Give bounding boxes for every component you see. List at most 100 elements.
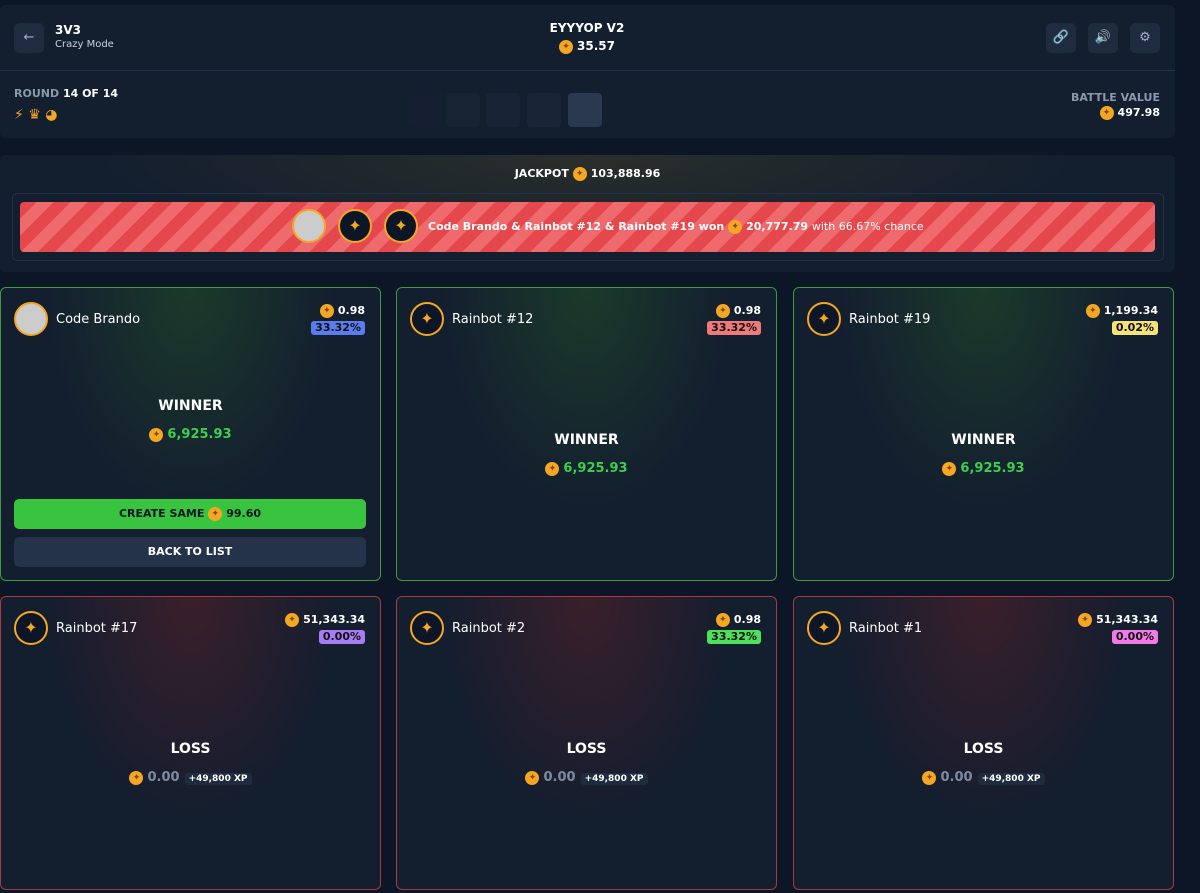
jackpot: JACKPOT 103,888.96	[0, 167, 1175, 181]
winner-banner: ✦ ✦ Code Brando & Rainbot #12 & Rainbot …	[20, 202, 1155, 252]
payout: 6,925.93	[1, 427, 380, 442]
round-value: 14 OF 14	[62, 87, 119, 100]
player-value: 1,199.34	[1085, 304, 1158, 318]
player-value: 51,343.34	[1078, 613, 1158, 627]
chance-badge: 0.02%	[1111, 321, 1158, 335]
round: ROUND 14 OF 14	[14, 87, 118, 100]
case	[446, 93, 480, 127]
coin	[149, 427, 164, 442]
coin	[715, 613, 730, 627]
mode-icons: ⚡ ♛ ◕	[14, 107, 58, 123]
create-same-value: 99.60	[226, 507, 262, 520]
coin	[728, 220, 743, 234]
player-name: Rainbot #17	[56, 621, 138, 636]
settings-button[interactable]: ⚙	[1130, 23, 1160, 53]
value-number: 0.98	[337, 304, 365, 317]
sound-button[interactable]: 🔊	[1088, 23, 1118, 53]
player-name: Rainbot #19	[849, 312, 931, 327]
payout-value: 6,925.93	[960, 461, 1025, 476]
player-value: 0.98	[715, 613, 761, 627]
payout-value: 6,925.93	[563, 461, 628, 476]
coin	[319, 304, 334, 318]
value-number: 51,343.34	[1096, 613, 1158, 626]
coin	[1085, 304, 1100, 318]
coin	[942, 461, 957, 476]
battle-value-number: 497.98	[1117, 106, 1160, 119]
battle-cost: 35.57	[487, 39, 687, 54]
battle-value-label: BATTLE VALUE	[1071, 91, 1160, 104]
coin	[1099, 106, 1114, 120]
coin	[715, 304, 730, 318]
round-label: ROUND	[14, 87, 60, 100]
payout-value: 0.00	[543, 770, 576, 785]
create-same-button[interactable]: CREATE SAME 99.60	[14, 499, 366, 529]
chance-badge: 0.00%	[1111, 630, 1158, 644]
result: WINNER	[554, 432, 619, 448]
battle-title: EYYYOP V2	[549, 21, 625, 35]
winners: Code Brando & Rainbot #12 & Rainbot #19 …	[428, 220, 725, 233]
case	[568, 93, 602, 127]
payout-value: 0.00	[940, 770, 973, 785]
case	[408, 93, 442, 127]
coin	[572, 167, 587, 181]
avatar	[14, 302, 48, 336]
xp-badge: +49,800 XP	[580, 773, 648, 785]
create-same-label: CREATE SAME	[118, 507, 205, 520]
player-value: 0.98	[319, 304, 365, 318]
payout: 0.00 +49,800 XP	[1, 770, 380, 785]
coin	[922, 770, 937, 785]
coin	[525, 770, 540, 785]
player-name: Rainbot #1	[849, 621, 923, 636]
mode: 3V3	[55, 23, 81, 37]
jackpot-value: 103,888.96	[590, 167, 661, 180]
result: LOSS	[170, 741, 211, 757]
player-card: Code Brando 0.98 33.32% WINNER 6,925.93 CREAT…	[0, 287, 381, 581]
chance-badge: 0.00%	[318, 630, 365, 644]
back-to-list-button[interactable]: BACK TO LIST	[14, 537, 366, 567]
submode: Crazy Mode	[55, 39, 114, 50]
player-card: ✦ Rainbot #19 1,199.34 0.02% WINNER 6,925.93	[793, 287, 1174, 581]
coin	[208, 507, 223, 521]
jackpot-label: JACKPOT	[514, 167, 569, 180]
player-card: ✦ Rainbot #12 0.98 33.32% WINNER 6,925.93	[396, 287, 777, 581]
coin	[559, 39, 574, 54]
payout-value: 6,925.93	[167, 427, 232, 442]
coin	[1078, 613, 1093, 627]
link-button[interactable]: 🔗	[1046, 23, 1076, 53]
avatar: ✦	[807, 611, 841, 645]
battle-header: ← 3V3 Crazy Mode EYYYOP V2 35.57 🔗 🔊 ⚙ R…	[0, 5, 1175, 138]
chance-badge: 33.32%	[311, 321, 365, 335]
avatar: ✦	[410, 302, 444, 336]
won-amount: 20,777.79	[746, 220, 809, 233]
player-card: ✦ Rainbot #17 51,343.34 0.00% LOSS 0.00 +49,80…	[0, 596, 381, 890]
jackpot-panel: JACKPOT 103,888.96 ✦ ✦ Code Brando & Rai…	[0, 155, 1175, 272]
coin	[285, 613, 300, 627]
payout: 6,925.93	[397, 461, 776, 476]
avatar: ✦	[384, 209, 418, 243]
result: WINNER	[951, 432, 1016, 448]
battle-value: 497.98	[1099, 106, 1160, 120]
case	[527, 93, 561, 127]
avatar: ✦	[14, 611, 48, 645]
avatar: ✦	[807, 302, 841, 336]
xp-badge: +49,800 XP	[184, 773, 252, 785]
player-value: 51,343.34	[285, 613, 365, 627]
value-number: 1,199.34	[1103, 304, 1158, 317]
cost-value: 35.57	[577, 39, 615, 53]
banner-text: Code Brando & Rainbot #12 & Rainbot #19 …	[428, 220, 924, 234]
case	[486, 93, 520, 127]
value-number: 0.98	[733, 304, 761, 317]
result: WINNER	[158, 398, 223, 414]
value-number: 0.98	[733, 613, 761, 626]
avatar	[292, 209, 326, 243]
jackpot-frame	[12, 193, 1164, 261]
result: LOSS	[963, 741, 1004, 757]
player-name: Rainbot #2	[452, 621, 526, 636]
payout: 6,925.93	[794, 461, 1173, 476]
coin	[129, 770, 144, 785]
chance-badge: 33.32%	[707, 630, 761, 644]
player-name: Rainbot #12	[452, 312, 534, 327]
avatar: ✦	[410, 611, 444, 645]
back-button[interactable]: ←	[14, 23, 44, 53]
